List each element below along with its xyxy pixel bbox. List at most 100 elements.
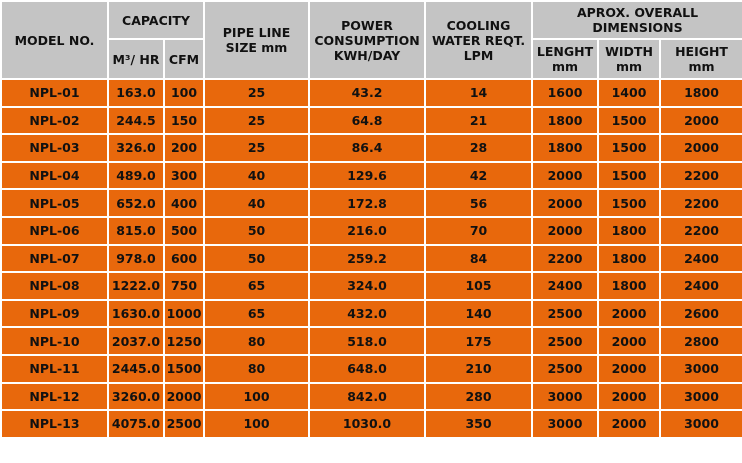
table-row: NPL-01 163.0 100 25 43.2 14 1600 1400 1800 <box>0 78 742 108</box>
cell-capacity-cfm: 200 <box>162 133 206 163</box>
cell-model: NPL-05 <box>0 188 109 218</box>
table-row: NPL-12 3260.0 2000 100 842.0 280 3000 2000 3000 <box>0 381 742 412</box>
cell-cooling: 14 <box>424 78 534 108</box>
cell-pipe-size: 25 <box>203 78 311 108</box>
cell-length: 2200 <box>531 243 600 274</box>
cell-width: 1800 <box>597 243 662 274</box>
cell-model: NPL-06 <box>0 215 109 246</box>
cell-capacity-cfm: 100 <box>162 78 206 108</box>
cell-capacity-m3: 652.0 <box>107 188 165 218</box>
table-row: NPL-11 2445.0 1500 80 648.0 210 2500 2000 3000 <box>0 353 742 384</box>
header-pipe-size: PIPE LINE SIZE mm <box>203 0 311 80</box>
cell-model: NPL-01 <box>0 78 109 108</box>
cell-capacity-cfm: 150 <box>162 105 206 136</box>
cell-height: 1800 <box>659 78 742 108</box>
cell-length: 2500 <box>531 353 600 384</box>
cell-width: 2000 <box>597 298 662 329</box>
table-row: NPL-06 815.0 500 50 216.0 70 2000 1800 2200 <box>0 215 742 246</box>
cell-capacity-m3: 163.0 <box>107 78 165 108</box>
cell-model: NPL-13 <box>0 409 109 439</box>
table-row: NPL-02 244.5 150 25 64.8 21 1800 1500 2000 <box>0 105 742 136</box>
cell-width: 2000 <box>597 353 662 384</box>
cell-cooling: 56 <box>424 188 534 218</box>
cell-height: 2200 <box>659 188 742 218</box>
cell-length: 1800 <box>531 133 600 163</box>
cell-height: 2200 <box>659 215 742 246</box>
table-row: NPL-08 1222.0 750 65 324.0 105 2400 1800 2400 <box>0 271 742 301</box>
cell-model: NPL-09 <box>0 298 109 329</box>
cell-width: 1800 <box>597 271 662 301</box>
cell-capacity-cfm: 2500 <box>162 409 206 439</box>
header-model: MODEL NO. <box>0 0 109 80</box>
cell-length: 2500 <box>531 326 600 356</box>
cell-power: 518.0 <box>308 326 427 356</box>
header-dimensions: APROX. OVERALL DIMENSIONS <box>531 0 742 40</box>
header-width: WIDTH mm <box>597 38 662 80</box>
cell-height: 2200 <box>659 160 742 191</box>
cell-capacity-cfm: 500 <box>162 215 206 246</box>
cell-height: 2000 <box>659 105 742 136</box>
cell-capacity-cfm: 400 <box>162 188 206 218</box>
table-header: MODEL NO. CAPACITY PIPE LINE SIZE mm POW… <box>0 0 742 80</box>
table-row: NPL-05 652.0 400 40 172.8 56 2000 1500 2200 <box>0 188 742 218</box>
cell-capacity-m3: 2445.0 <box>107 353 165 384</box>
cell-pipe-size: 80 <box>203 353 311 384</box>
cell-model: NPL-12 <box>0 381 109 412</box>
cell-capacity-cfm: 1250 <box>162 326 206 356</box>
cell-power: 259.2 <box>308 243 427 274</box>
cell-height: 2600 <box>659 298 742 329</box>
cell-cooling: 280 <box>424 381 534 412</box>
header-capacity-m3: M³/ HR <box>107 38 165 80</box>
cell-model: NPL-07 <box>0 243 109 274</box>
cell-width: 2000 <box>597 381 662 412</box>
cell-length: 2400 <box>531 271 600 301</box>
cell-width: 1500 <box>597 105 662 136</box>
cell-capacity-m3: 978.0 <box>107 243 165 274</box>
cell-capacity-cfm: 2000 <box>162 381 206 412</box>
cell-height: 3000 <box>659 353 742 384</box>
cell-cooling: 140 <box>424 298 534 329</box>
cell-length: 3000 <box>531 409 600 439</box>
header-height: HEIGHT mm <box>659 38 742 80</box>
cell-pipe-size: 50 <box>203 243 311 274</box>
cell-length: 2000 <box>531 160 600 191</box>
cell-pipe-size: 80 <box>203 326 311 356</box>
cell-power: 324.0 <box>308 271 427 301</box>
cell-width: 1800 <box>597 215 662 246</box>
cell-cooling: 42 <box>424 160 534 191</box>
header-capacity-cfm: CFM <box>162 38 206 80</box>
cell-pipe-size: 65 <box>203 298 311 329</box>
header-length: LENGHT mm <box>531 38 600 80</box>
cell-height: 2000 <box>659 133 742 163</box>
cell-power: 432.0 <box>308 298 427 329</box>
cell-length: 2000 <box>531 188 600 218</box>
cell-cooling: 28 <box>424 133 534 163</box>
cell-cooling: 105 <box>424 271 534 301</box>
cell-capacity-cfm: 1500 <box>162 353 206 384</box>
cell-cooling: 175 <box>424 326 534 356</box>
cell-model: NPL-10 <box>0 326 109 356</box>
cell-width: 2000 <box>597 326 662 356</box>
cell-pipe-size: 25 <box>203 133 311 163</box>
cell-power: 842.0 <box>308 381 427 412</box>
cell-model: NPL-02 <box>0 105 109 136</box>
cell-length: 1800 <box>531 105 600 136</box>
cell-capacity-m3: 326.0 <box>107 133 165 163</box>
table-row: NPL-10 2037.0 1250 80 518.0 175 2500 2000 2800 <box>0 326 742 356</box>
cell-cooling: 21 <box>424 105 534 136</box>
cell-cooling: 70 <box>424 215 534 246</box>
cell-pipe-size: 65 <box>203 271 311 301</box>
header-capacity: CAPACITY <box>106 0 206 40</box>
cell-model: NPL-03 <box>0 133 109 163</box>
cell-capacity-m3: 3260.0 <box>107 381 165 412</box>
cell-pipe-size: 25 <box>203 105 311 136</box>
cell-width: 1500 <box>597 160 662 191</box>
cell-capacity-m3: 244.5 <box>107 105 165 136</box>
cell-width: 1500 <box>597 133 662 163</box>
cell-capacity-cfm: 300 <box>162 160 206 191</box>
cell-power: 172.8 <box>308 188 427 218</box>
table-row: NPL-07 978.0 600 50 259.2 84 2200 1800 2400 <box>0 243 742 274</box>
cell-length: 1600 <box>531 78 600 108</box>
cell-length: 2500 <box>531 298 600 329</box>
table-row: NPL-04 489.0 300 40 129.6 42 2000 1500 2200 <box>0 160 742 191</box>
